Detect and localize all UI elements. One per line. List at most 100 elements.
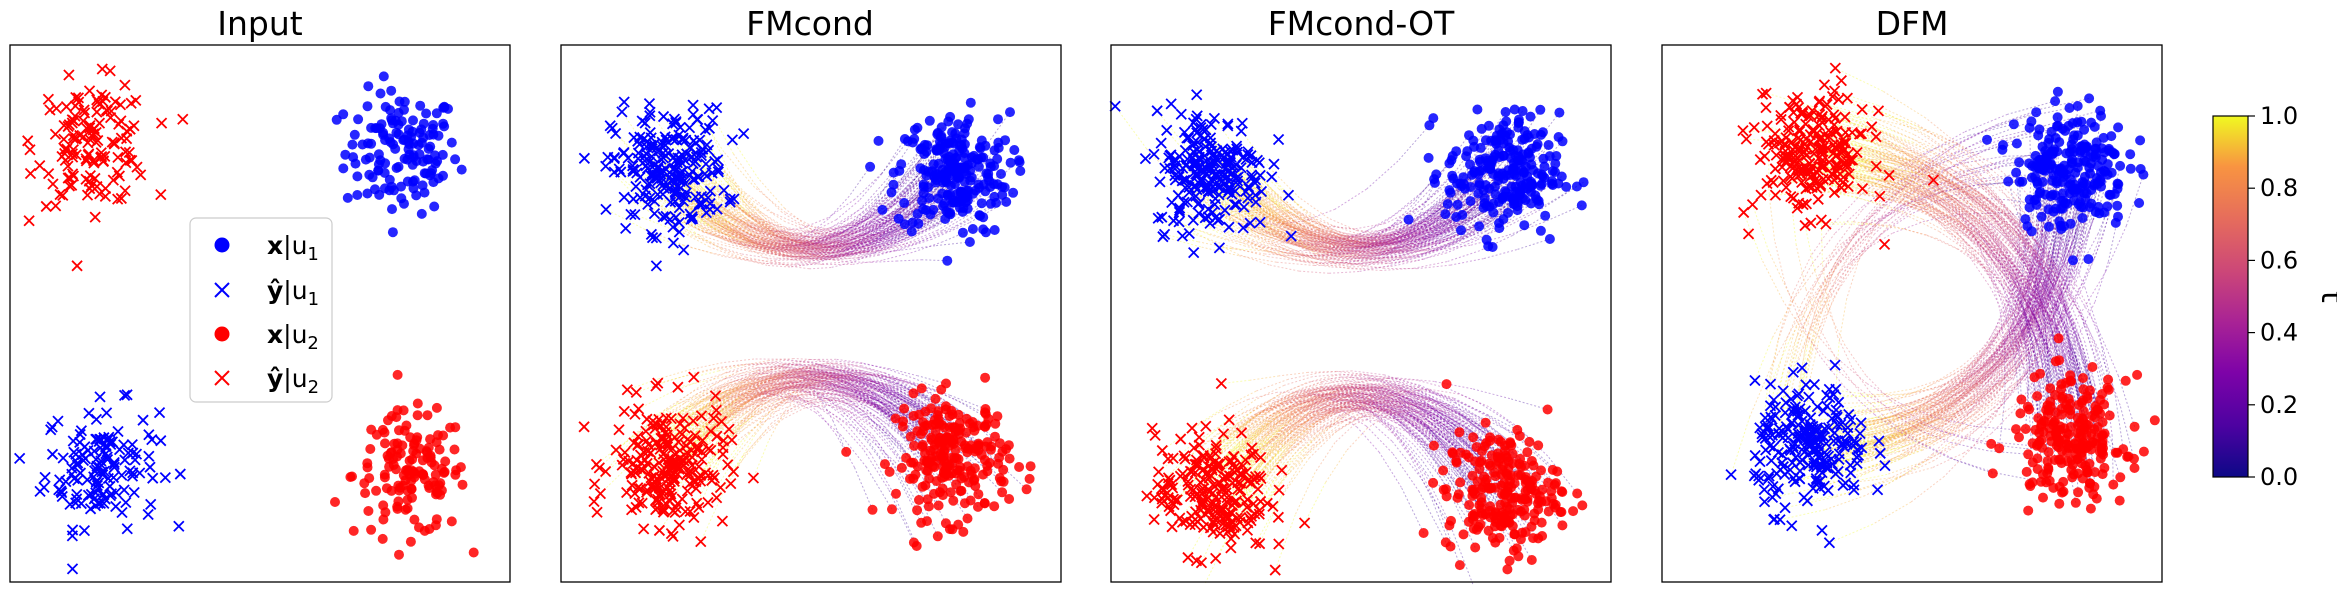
data-point — [135, 169, 147, 181]
trajectory-segment — [789, 233, 814, 244]
data-point — [153, 407, 166, 419]
data-point — [119, 146, 132, 158]
data-point — [1015, 166, 1026, 176]
trajectory-segment — [731, 233, 762, 251]
trajectory-segment — [720, 235, 750, 247]
data-point — [923, 501, 934, 512]
trajectory-segment — [734, 236, 770, 245]
data-point — [347, 139, 358, 150]
trajectory-segment — [849, 238, 879, 247]
plot-area-fmcond — [578, 96, 1036, 551]
trajectory-segment — [747, 242, 777, 253]
data-point — [362, 458, 373, 469]
panel-title-fmcond: FMcond — [746, 4, 874, 43]
data-point — [962, 513, 973, 524]
trajectory-segment — [719, 206, 749, 227]
trajectory-segment — [746, 221, 774, 236]
data-point — [629, 408, 641, 420]
data-point — [926, 434, 937, 445]
trajectory-segment — [738, 225, 770, 239]
trajectory-segment — [800, 242, 827, 245]
data-point — [954, 418, 965, 429]
data-point — [618, 191, 630, 203]
trajectory-segment — [847, 239, 872, 249]
trajectory-segment — [760, 240, 790, 246]
trajectory-segment — [691, 216, 721, 232]
trajectory-segment — [904, 229, 938, 245]
data-point — [687, 99, 699, 111]
trajectory-segment — [771, 262, 797, 264]
data-point — [101, 451, 113, 463]
trajectory-segment — [819, 254, 849, 258]
data-point — [409, 514, 420, 525]
trajectory-segment — [801, 229, 834, 235]
trajectory-segment — [863, 239, 891, 252]
trajectory-segment — [811, 257, 838, 260]
trajectory-segment — [777, 231, 804, 243]
data-point — [951, 479, 962, 490]
data-point — [54, 474, 66, 486]
trajectory-segment — [774, 361, 799, 365]
trajectory-segment — [751, 234, 778, 244]
trajectory-segment — [734, 242, 768, 254]
trajectory-segment — [815, 411, 842, 436]
trajectory-segment — [834, 234, 863, 247]
trajectory-segment — [817, 235, 845, 240]
trajectory-segment — [790, 233, 818, 240]
data-point — [406, 483, 417, 494]
trajectory-segment — [837, 233, 868, 246]
data-point — [737, 127, 750, 140]
trajectory-segment — [711, 215, 743, 234]
trajectory-segment — [800, 226, 832, 240]
trajectory-segment — [794, 240, 823, 248]
data-point — [377, 424, 388, 435]
trajectory-segment — [879, 209, 904, 225]
trajectory-segment — [821, 249, 848, 252]
trajectory-segment — [813, 219, 837, 232]
trajectory-segment — [685, 200, 718, 225]
trajectory-segment — [690, 180, 721, 208]
legend-marker-cross-red — [214, 370, 230, 386]
trajectory-segment — [864, 238, 892, 251]
data-point — [1024, 473, 1035, 484]
data-point — [920, 480, 931, 491]
data-point — [121, 125, 133, 137]
data-point — [939, 422, 950, 433]
trajectory-segment — [805, 243, 832, 250]
trajectory-segment — [871, 212, 897, 234]
trajectory-segment — [809, 267, 832, 270]
trajectory-segment — [781, 241, 809, 249]
trajectory-segment — [867, 213, 895, 232]
data-point — [352, 190, 363, 200]
data-point — [67, 143, 80, 156]
trajectory-segment — [803, 244, 828, 251]
data-point — [591, 506, 603, 518]
trajectory-segment — [827, 198, 856, 219]
data-point — [905, 473, 915, 484]
trajectory-segment — [743, 239, 774, 250]
trajectory-segment — [847, 233, 877, 245]
data-point — [914, 495, 924, 505]
trajectory-segment — [828, 243, 855, 247]
trajectory-segment — [724, 200, 751, 221]
trajectory-segment — [877, 227, 906, 240]
data-point — [433, 130, 444, 141]
panel-fmcond: FMcond — [560, 4, 1062, 583]
data-point — [932, 410, 943, 421]
trajectory-segment — [897, 259, 923, 262]
trajectory-segment — [862, 217, 892, 236]
trajectory-segment — [881, 224, 905, 239]
data-point — [930, 393, 941, 404]
trajectory-segment — [747, 238, 780, 250]
trajectory-segment — [817, 250, 844, 257]
data-point — [965, 495, 976, 506]
data-point — [126, 154, 138, 167]
trajectory-segment — [822, 245, 851, 248]
trajectory-segment — [860, 177, 889, 209]
trajectory-segment — [859, 238, 889, 252]
trajectory-segment — [782, 236, 802, 244]
trajectory-segment — [761, 230, 790, 240]
data-point — [657, 110, 670, 123]
data-point — [406, 131, 417, 142]
trajectory-segment — [896, 190, 927, 217]
